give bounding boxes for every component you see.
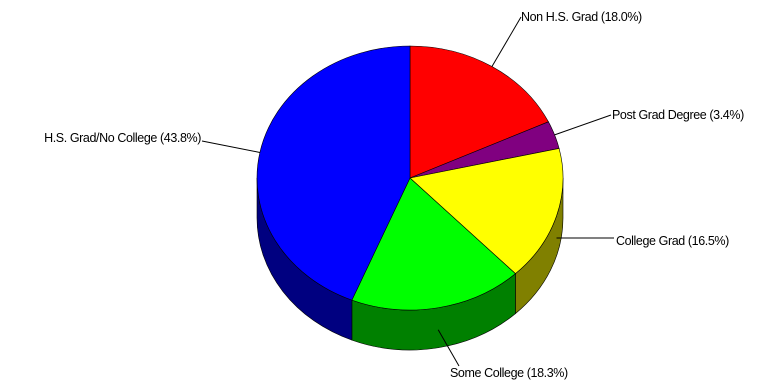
slice-label-some-college: Some College (18.3%) (450, 366, 568, 380)
pie-sides (256, 177, 564, 351)
slice-label-college-grad: College Grad (16.5%) (616, 234, 729, 248)
slice-label-h-s-grad-no-college: H.S. Grad/No College (43.8%) (44, 131, 201, 145)
pie-slice-college-grad (409, 148, 564, 275)
pie-slice-h-s-grad-no-college (256, 45, 411, 301)
leader-line-post-grad-degree (554, 114, 612, 136)
slice-labels: Non H.S. Grad (18.0%) Post Grad Degree (3… (44, 10, 744, 380)
pie-slice-some-college (351, 177, 516, 311)
leader-line-non-h-s-grad (491, 16, 522, 67)
pie-tops (256, 45, 564, 311)
leader-lines (201, 16, 615, 367)
slice-label-post-grad-degree: Post Grad Degree (3.4%) (612, 108, 744, 122)
leader-line-h-s-grad-no-college (201, 140, 260, 153)
leader-line-some-college (437, 329, 460, 367)
pie-slice-non-h-s-grad (409, 45, 549, 179)
slice-label-non-h-s-grad: Non H.S. Grad (18.0%) (521, 10, 642, 24)
